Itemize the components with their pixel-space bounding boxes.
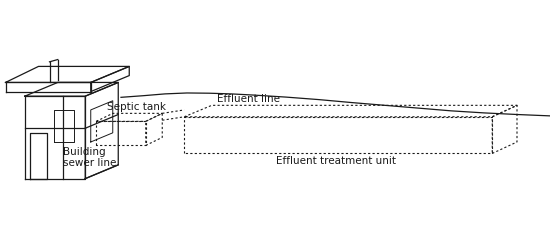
Text: Septic tank: Septic tank (107, 102, 166, 112)
Text: Building
sewer line: Building sewer line (63, 147, 117, 168)
Text: Effluent line: Effluent line (217, 93, 280, 104)
Text: Effluent treatment unit: Effluent treatment unit (276, 156, 395, 166)
